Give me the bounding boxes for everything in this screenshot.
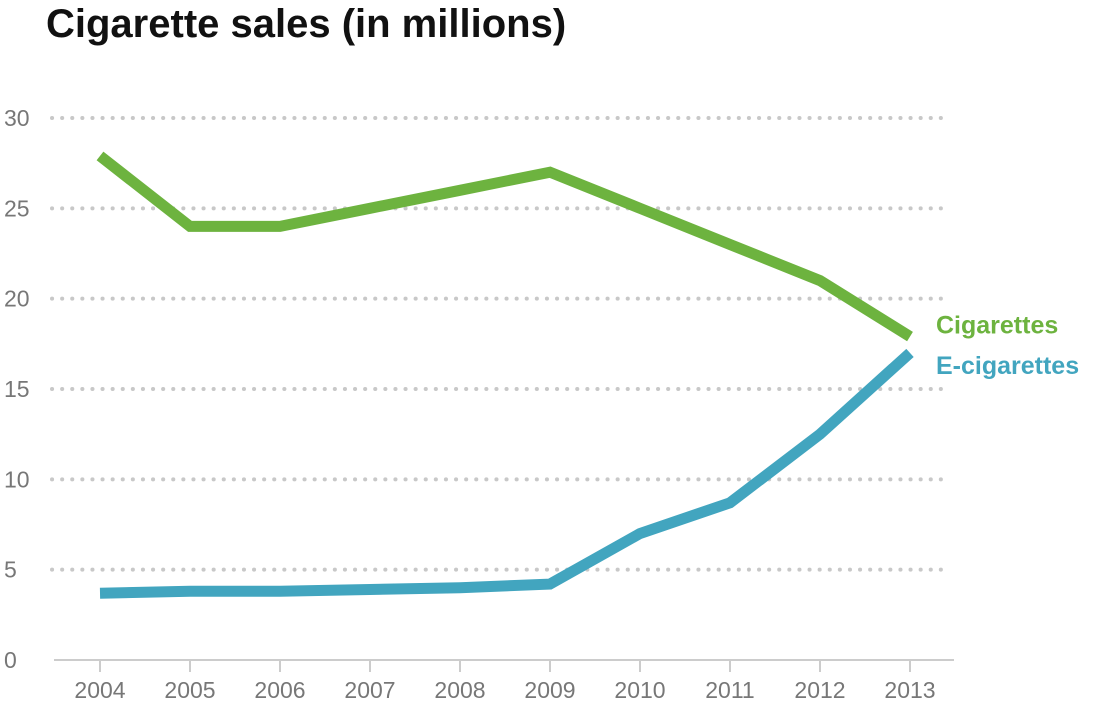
x-tick-label: 2010 [614, 677, 665, 703]
series-labels: Cigarettes E-cigarettes [936, 312, 1079, 380]
x-tick-label: 2013 [884, 677, 935, 703]
series-label-e-cigarettes: E-cigarettes [936, 352, 1079, 380]
y-axis-ticks: 0 5 10 15 20 25 30 [4, 105, 30, 673]
y-tick-label: 15 [4, 376, 30, 402]
series-line-cigarettes [96, 151, 913, 342]
chart-title: Cigarette sales (in millions) [46, 2, 567, 46]
series-label-cigarettes: Cigarettes [936, 312, 1058, 340]
y-tick-label: 5 [4, 557, 17, 583]
x-tick-label: 2004 [74, 677, 125, 703]
series-line-e-cigarettes [99, 348, 914, 599]
x-axis-ticks: 2004 2005 2006 2007 2008 2009 2010 2011 2012 2013 [74, 660, 936, 703]
x-tick-label: 2011 [705, 677, 754, 703]
x-tick-label: 2006 [254, 677, 305, 703]
x-tick-label: 2012 [794, 677, 845, 703]
y-tick-label: 10 [4, 466, 30, 492]
y-tick-label: 0 [4, 647, 17, 673]
x-tick-label: 2005 [164, 677, 215, 703]
x-tick-label: 2007 [344, 677, 395, 703]
series-lines [96, 151, 914, 599]
gridlines [50, 116, 952, 572]
x-tick-label: 2009 [524, 677, 575, 703]
y-tick-label: 25 [4, 195, 30, 221]
y-tick-label: 30 [4, 105, 30, 131]
x-tick-label: 2008 [434, 677, 485, 703]
y-tick-label: 20 [4, 286, 30, 312]
